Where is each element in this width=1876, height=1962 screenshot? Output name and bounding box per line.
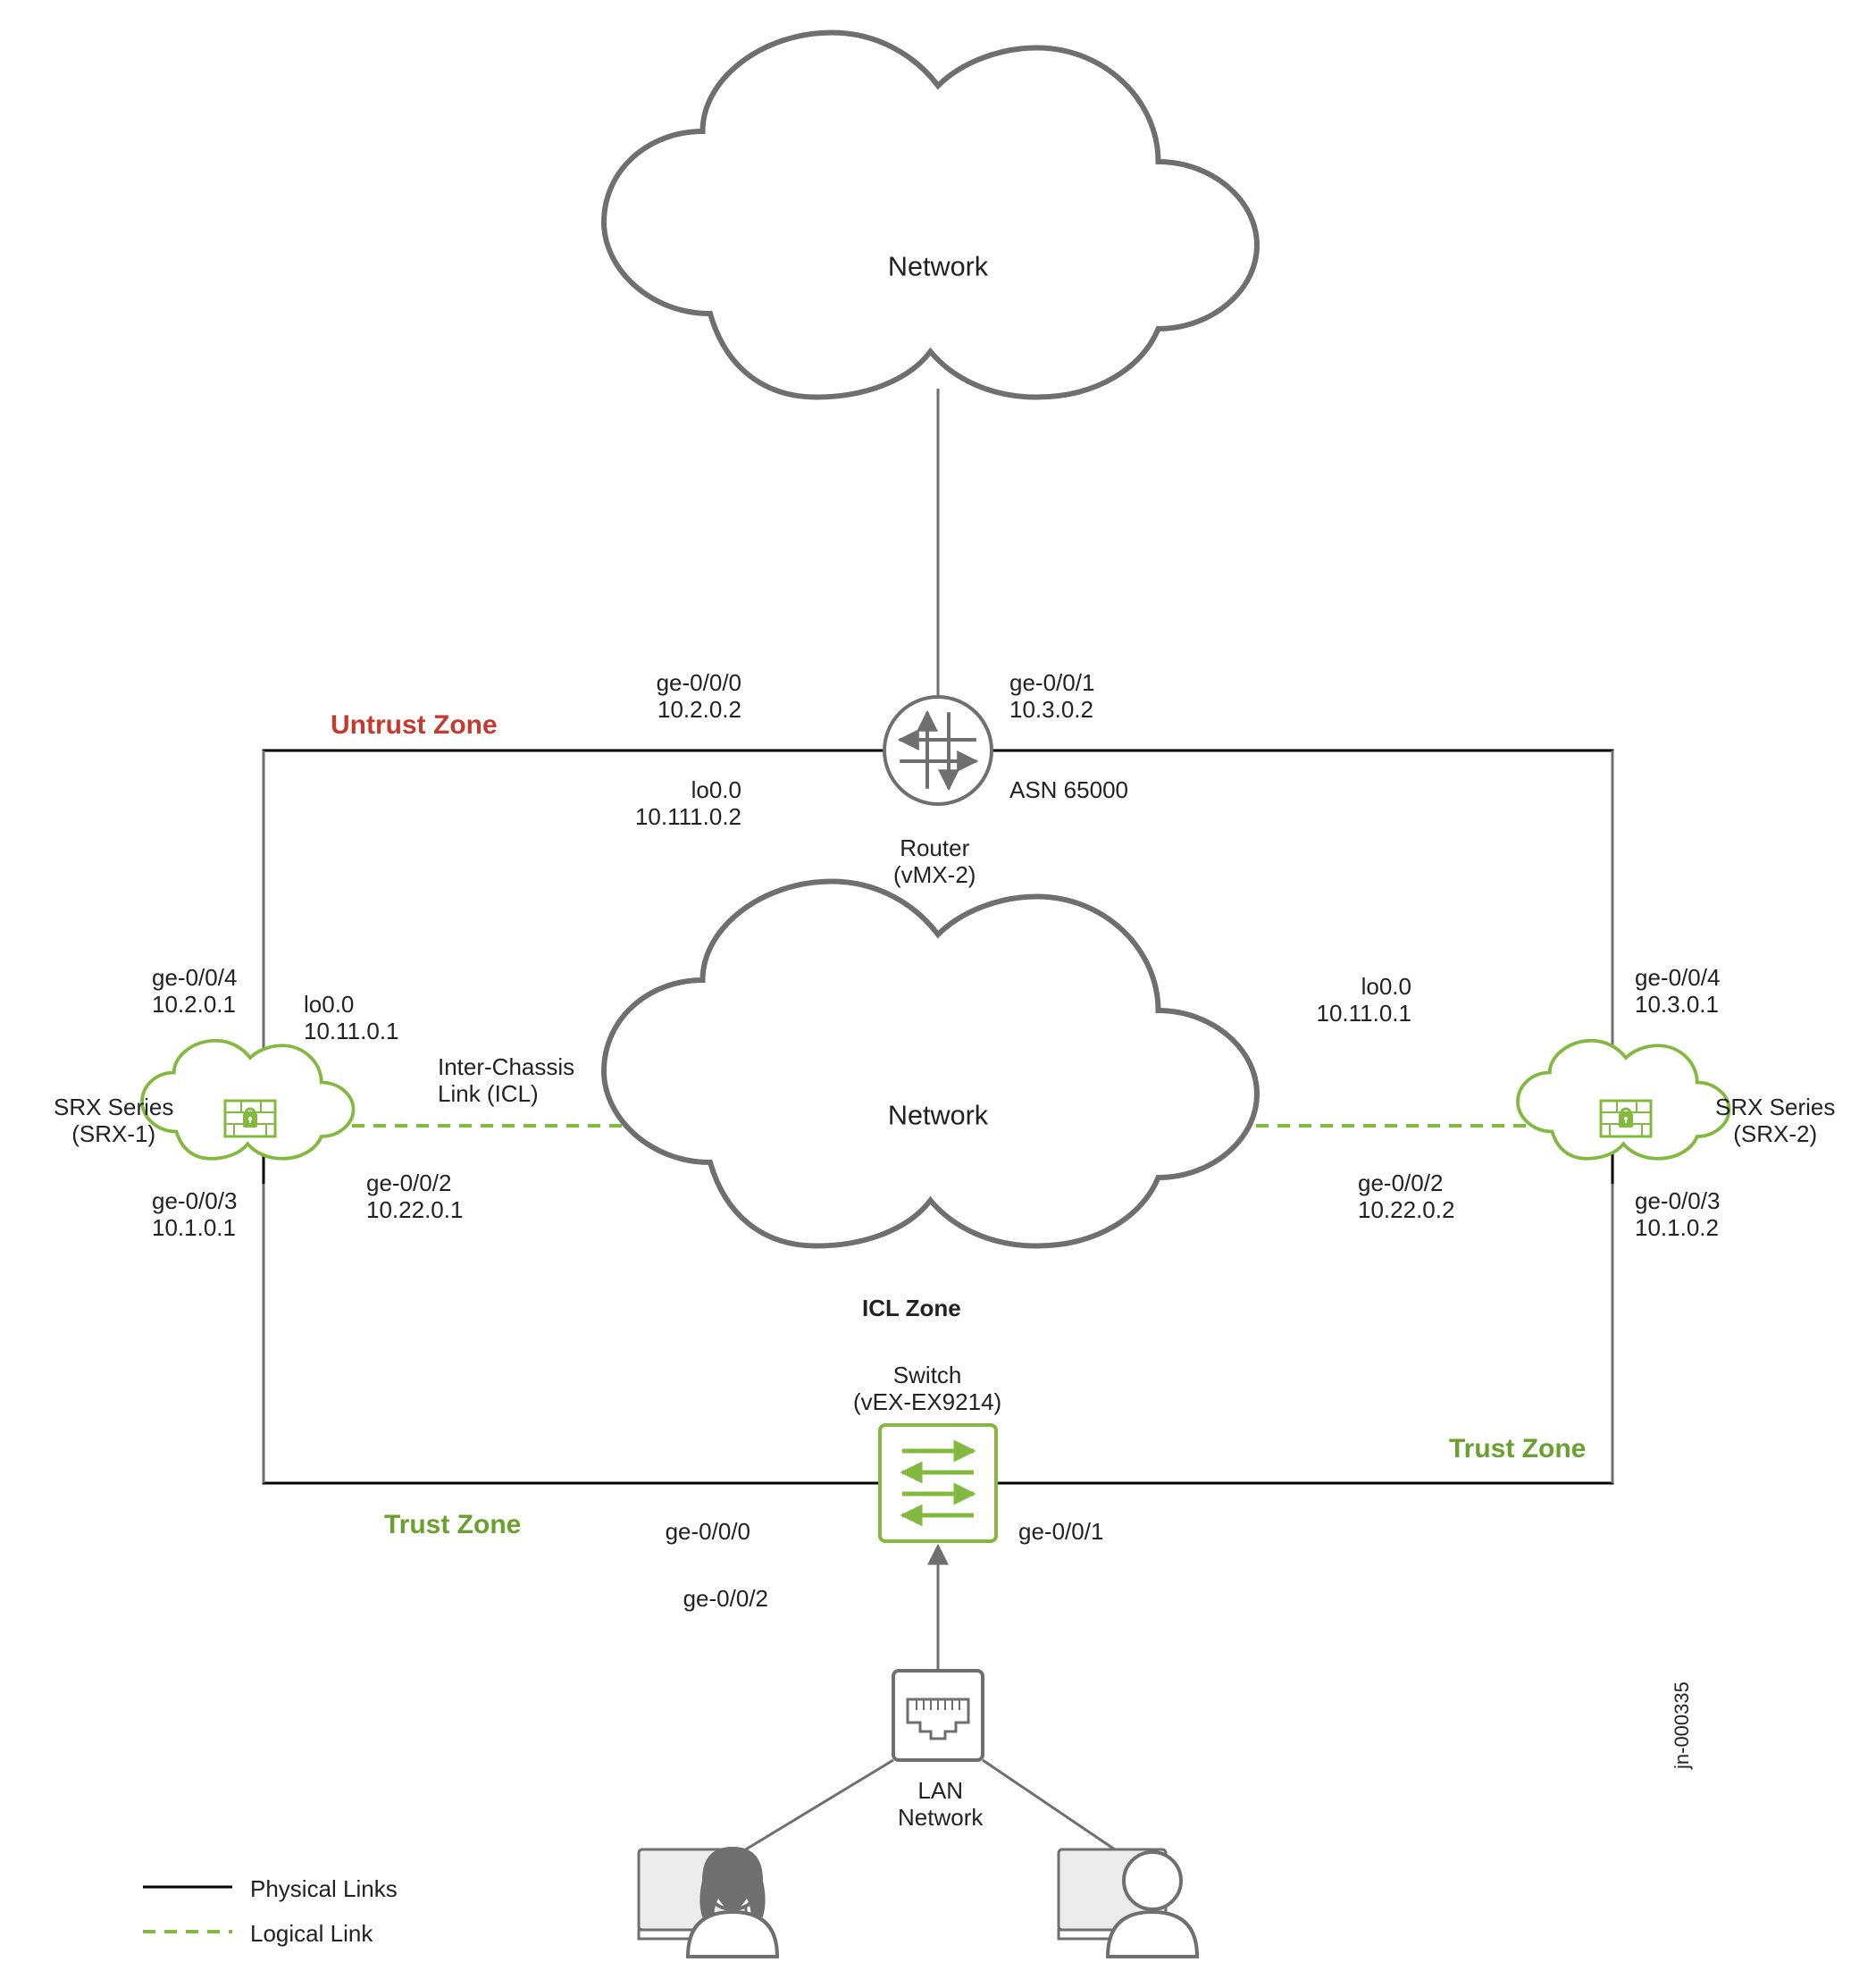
label-l-name: SRX Series (SRX-1) <box>54 1094 173 1148</box>
diagram-stage: Network Network Untrust Zone Trust Zone Tr… <box>0 0 1876 1962</box>
label-untrust: Untrust Zone <box>331 710 498 742</box>
label-lan-name: LAN Network <box>898 1778 983 1832</box>
label-leg1: Physical Links <box>250 1876 398 1903</box>
label-l-g3: ge-0/0/3 10.1.0.1 <box>152 1188 237 1242</box>
label-r-g0: ge-0/0/0 10.2.0.2 <box>607 670 741 724</box>
link-lan-u2 <box>983 1760 1135 1863</box>
cloud-top-icon: Network <box>604 32 1257 397</box>
label-l-g4: ge-0/0/4 10.2.0.1 <box>152 965 237 1019</box>
label-r-g2r: ge-0/0/2 10.22.0.2 <box>1358 1170 1454 1224</box>
user-icons <box>639 1847 1197 1957</box>
label-leg2: Logical Link <box>250 1921 373 1948</box>
label-l-icl: Inter-Chassis Link (ICL) <box>438 1054 574 1108</box>
svg-text:Network: Network <box>888 1101 989 1131</box>
label-trustL: Trust Zone <box>384 1510 521 1541</box>
label-s-g0: ge-0/0/0 <box>616 1519 750 1546</box>
label-r-g4r: ge-0/0/4 10.3.0.1 <box>1635 965 1720 1019</box>
label-r-g1: ge-0/0/1 10.3.0.2 <box>1009 670 1094 724</box>
label-r-g3r: ge-0/0/3 10.1.0.2 <box>1635 1188 1720 1242</box>
cloud-middle-icon: Network <box>604 882 1257 1246</box>
label-s-name: Switch (vEX-EX9214) <box>853 1362 1001 1416</box>
label-iclZone: ICL Zone <box>862 1295 961 1322</box>
link-lan-u1 <box>724 1760 893 1863</box>
diagram-svg: Network Network <box>0 0 1876 1962</box>
label-docid: jn-000335 <box>1671 1681 1693 1769</box>
label-l-lo: lo0.0 10.11.0.1 <box>304 992 399 1045</box>
legend <box>143 1887 232 1932</box>
switch-icon <box>880 1425 996 1541</box>
srx-right-icon <box>1518 1041 1729 1159</box>
svg-text:Network: Network <box>888 252 989 282</box>
label-r-lor: lo0.0 10.11.0.1 <box>1277 974 1411 1027</box>
label-r-name: Router (vMX-2) <box>893 835 976 889</box>
label-s-g2: ge-0/0/2 <box>634 1586 768 1613</box>
label-l-g2: ge-0/0/2 10.22.0.1 <box>366 1170 463 1224</box>
srx-left-icon <box>142 1041 354 1159</box>
label-r-lo: lo0.0 10.111.0.2 <box>607 777 741 831</box>
label-r-asn: ASN 65000 <box>1009 777 1128 804</box>
label-trustR: Trust Zone <box>1449 1434 1586 1465</box>
label-r-namer: SRX Series (SRX-2) <box>1715 1094 1835 1148</box>
router-icon <box>884 697 992 804</box>
lan-port-icon <box>893 1671 983 1760</box>
label-s-g1: ge-0/0/1 <box>1018 1519 1103 1546</box>
